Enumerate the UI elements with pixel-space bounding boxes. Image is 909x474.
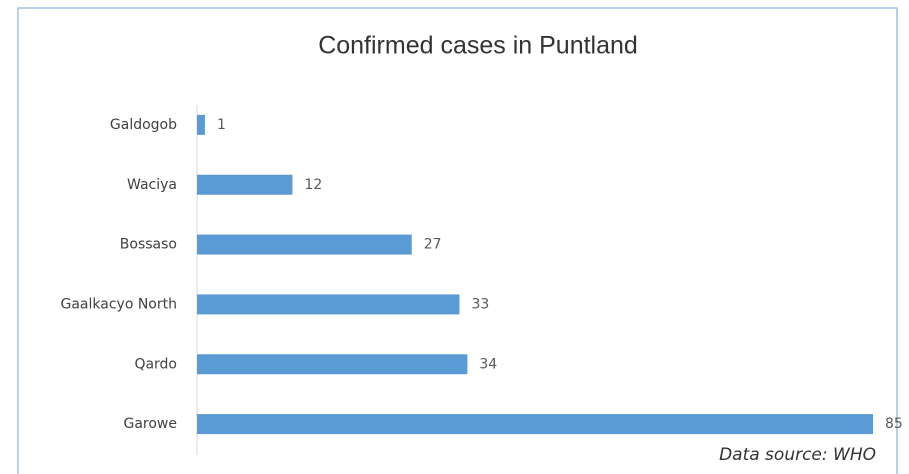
y-tick-label: Garowe — [123, 416, 177, 432]
bar — [197, 174, 293, 195]
data-label: 85 — [885, 416, 903, 432]
data-label: 1 — [217, 117, 226, 133]
chart-title: Confirmed cases in Puntland — [318, 32, 638, 60]
y-tick-label: Waciya — [127, 177, 177, 193]
bar — [197, 114, 205, 135]
y-tick-label: Gaalkacyo North — [61, 296, 178, 312]
data-label: 27 — [424, 237, 442, 253]
y-tick-label: Bossaso — [120, 237, 177, 253]
data-label: 12 — [304, 177, 322, 193]
bar — [197, 294, 460, 315]
y-tick-label: Galdogob — [110, 117, 177, 133]
bar — [197, 414, 873, 435]
chart-frame — [17, 7, 898, 474]
bar — [197, 354, 468, 375]
y-tick-label: Qardo — [134, 356, 177, 372]
annotation: Data source: WHO — [719, 445, 876, 465]
bar — [197, 234, 412, 255]
data-label: 34 — [479, 356, 497, 372]
data-label: 33 — [471, 296, 489, 312]
